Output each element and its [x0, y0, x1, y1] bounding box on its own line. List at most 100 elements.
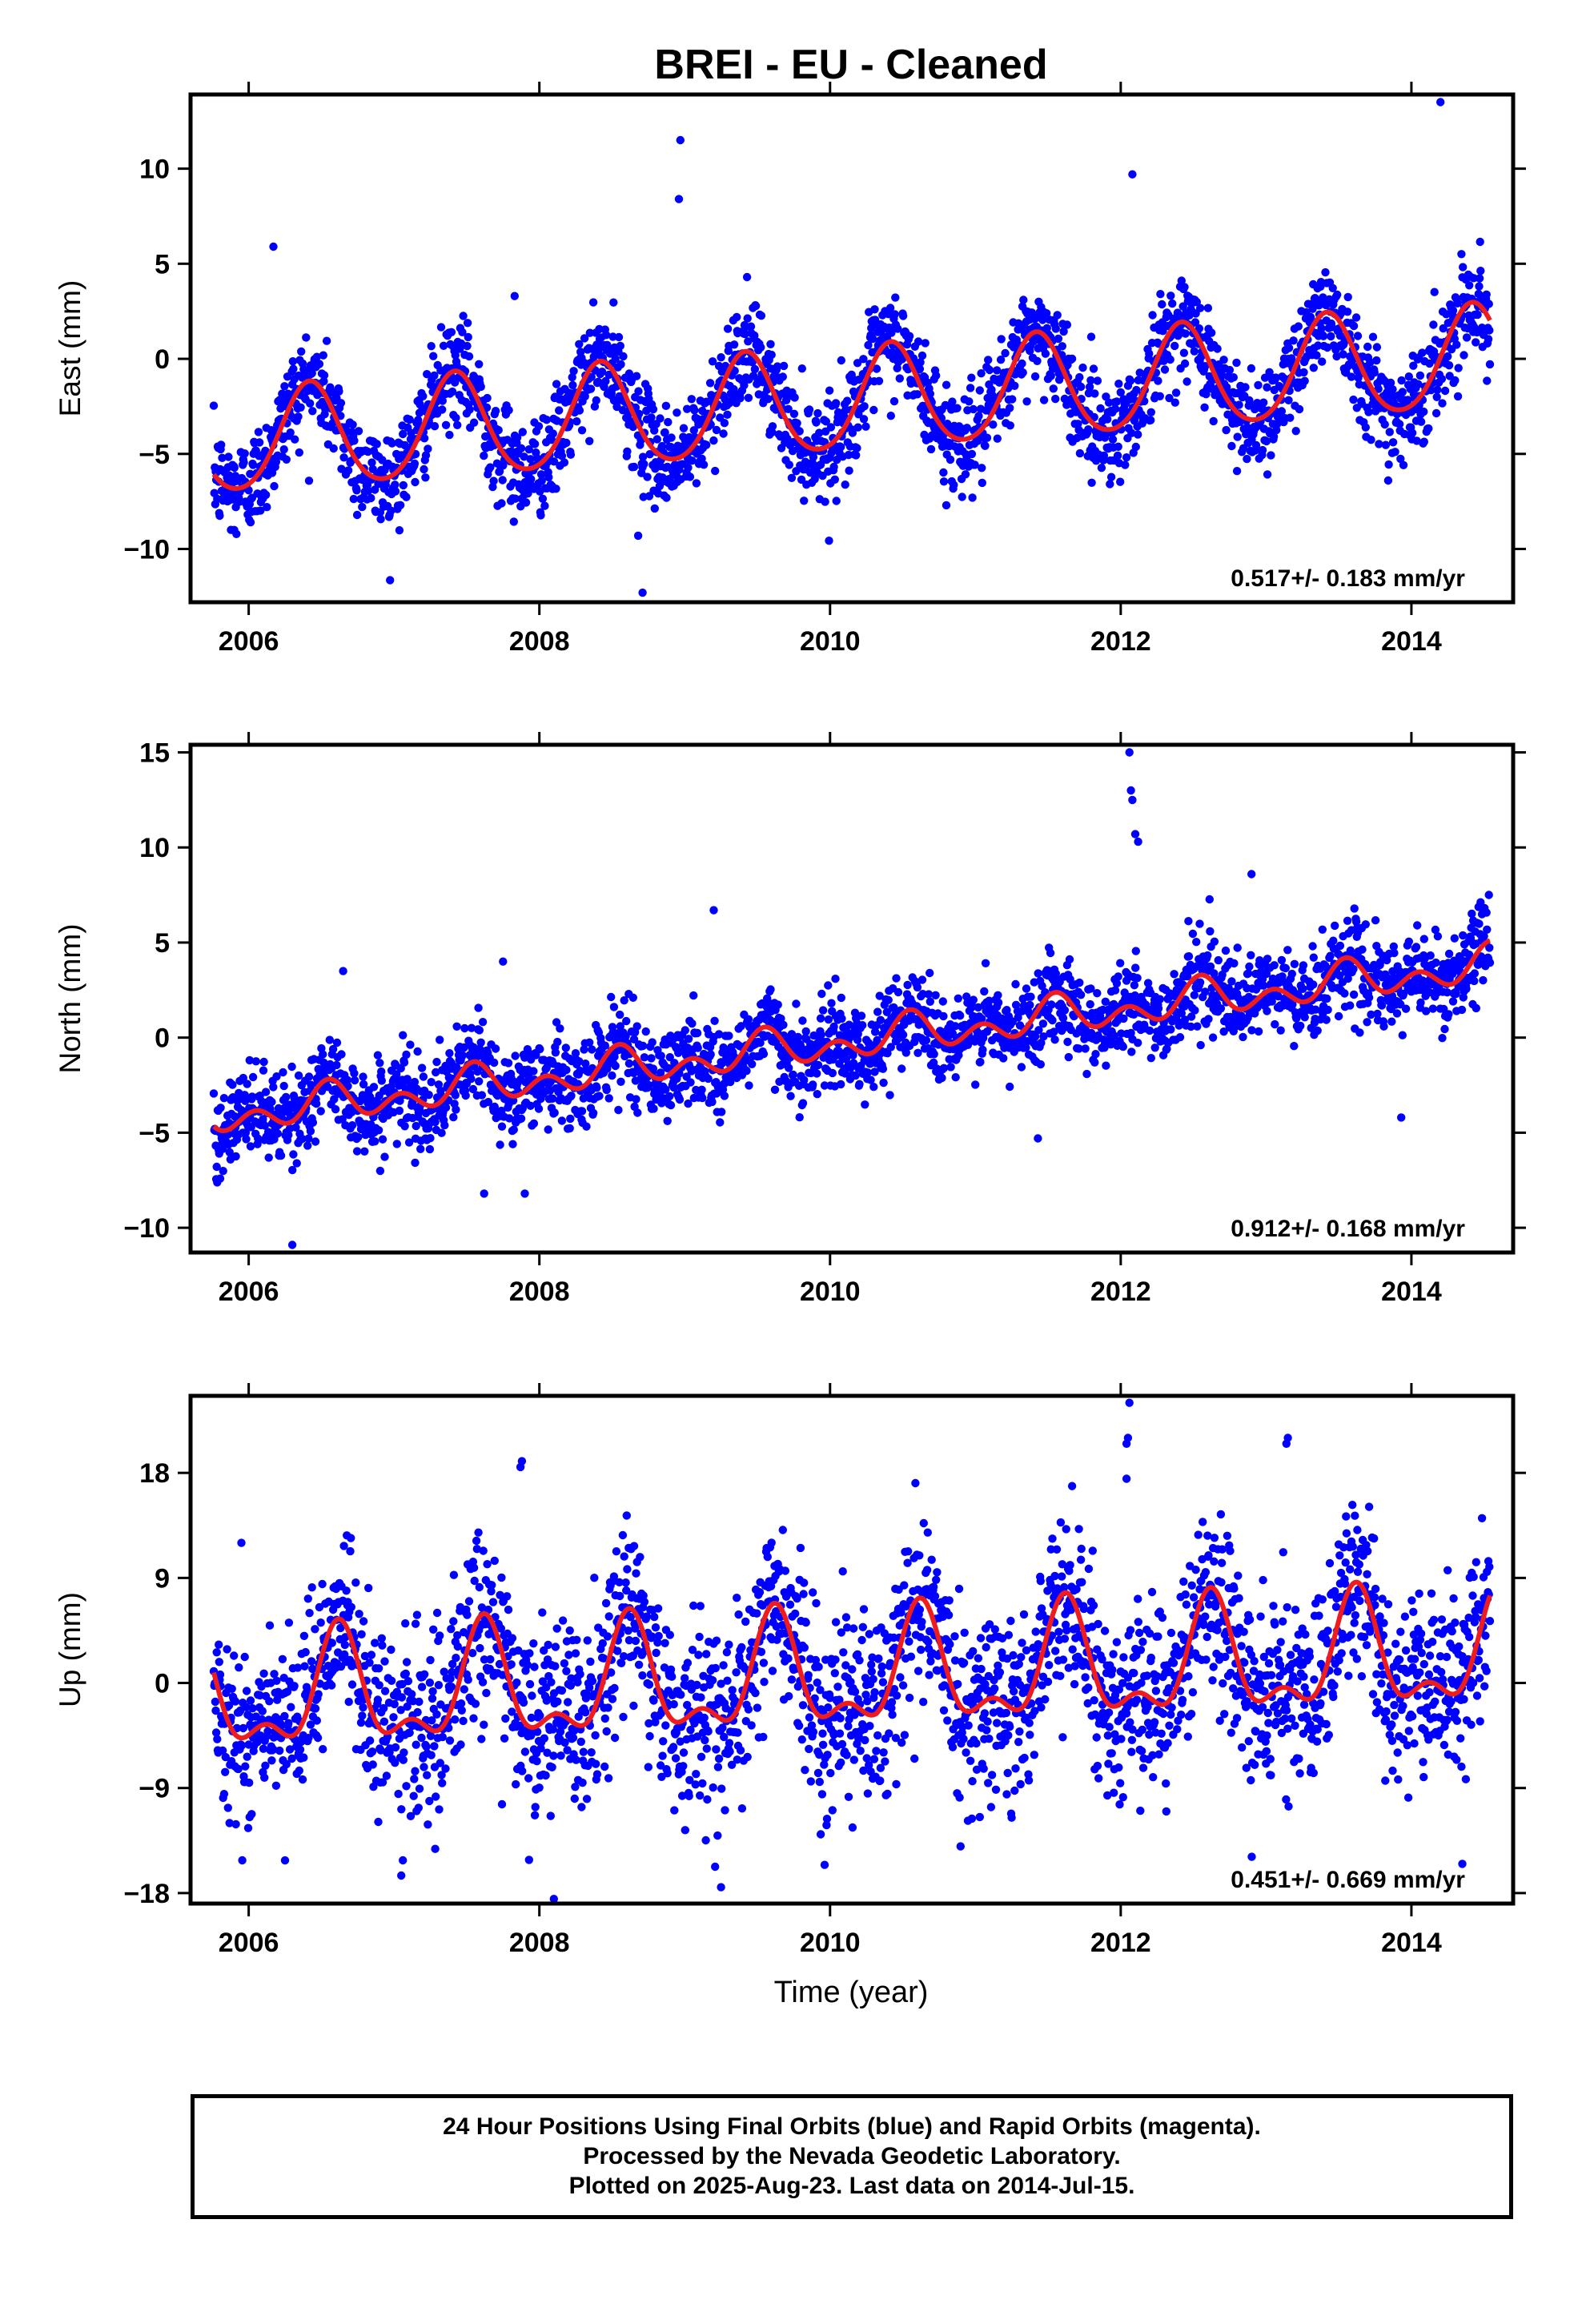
data-point	[650, 426, 659, 435]
data-point	[438, 405, 447, 414]
data-point	[875, 991, 884, 1000]
data-point	[1030, 1032, 1040, 1041]
data-point	[1451, 376, 1460, 385]
data-point	[319, 371, 329, 380]
data-point	[1074, 1044, 1083, 1053]
data-point	[1148, 311, 1157, 320]
data-point	[278, 389, 287, 398]
data-point	[1364, 408, 1373, 416]
data-point	[1484, 335, 1493, 344]
data-point	[245, 1055, 254, 1065]
data-point	[1011, 979, 1020, 989]
data-point	[1207, 328, 1216, 337]
data-point	[665, 1053, 674, 1062]
data-point	[1158, 300, 1166, 309]
data-point	[1038, 1019, 1048, 1028]
data-point	[494, 425, 503, 435]
data-point	[343, 1076, 352, 1084]
data-point	[1375, 440, 1383, 448]
data-point	[1243, 423, 1252, 432]
data-point	[792, 999, 801, 1008]
data-point	[648, 1064, 658, 1073]
data-point	[600, 1041, 609, 1050]
data-point	[483, 393, 492, 403]
data-point	[667, 433, 676, 442]
data-point	[1485, 360, 1495, 369]
data-point	[266, 1104, 275, 1114]
data-point	[1241, 383, 1250, 392]
data-point	[632, 372, 641, 380]
data-point	[328, 1044, 338, 1054]
data-point	[975, 386, 985, 395]
data-point	[1165, 393, 1174, 403]
data-point	[491, 1044, 500, 1053]
data-point	[1014, 1013, 1022, 1022]
data-point	[438, 396, 447, 405]
data-point	[288, 357, 297, 366]
data-point	[468, 1084, 478, 1094]
data-point	[1343, 308, 1352, 316]
data-point	[1407, 428, 1417, 437]
data-point	[312, 352, 321, 361]
x-tick-label: 2014	[1381, 626, 1442, 657]
data-point	[1239, 1032, 1247, 1042]
outlier-point	[1436, 98, 1445, 107]
data-point	[616, 1077, 625, 1087]
data-point	[244, 486, 253, 495]
data-point	[1230, 959, 1239, 968]
data-point	[246, 469, 255, 478]
y-tick-label: 10	[139, 155, 170, 185]
data-point	[555, 406, 564, 415]
figure-title: BREI - EU - Cleaned	[654, 42, 1047, 88]
y-tick-label: −5	[139, 440, 170, 470]
data-point	[1454, 364, 1463, 372]
data-point	[1017, 1063, 1026, 1072]
data-point	[932, 371, 941, 380]
data-point	[1251, 440, 1261, 450]
data-point	[840, 412, 849, 421]
data-point	[1232, 358, 1241, 368]
data-point	[577, 1107, 587, 1116]
data-point	[971, 1080, 980, 1089]
data-point	[860, 402, 869, 411]
data-point	[750, 331, 759, 340]
data-point	[648, 404, 658, 414]
data-point	[1306, 312, 1315, 322]
data-point	[1247, 1026, 1256, 1035]
data-point	[395, 526, 404, 535]
data-point	[800, 497, 809, 505]
data-point	[905, 332, 914, 340]
data-point	[873, 1035, 881, 1045]
data-point	[430, 371, 439, 380]
data-point	[978, 478, 987, 488]
data-point	[261, 1088, 271, 1096]
data-point	[1227, 441, 1236, 451]
data-point	[1060, 1006, 1070, 1015]
data-point	[1227, 977, 1236, 986]
data-point	[1155, 392, 1165, 400]
data-point	[797, 364, 806, 373]
data-point	[893, 324, 902, 333]
data-point	[1437, 375, 1447, 384]
data-point	[371, 1137, 379, 1146]
data-point	[421, 451, 431, 460]
data-point	[939, 477, 949, 486]
data-point	[938, 997, 948, 1006]
data-point	[1444, 361, 1454, 370]
plot-frame	[188, 92, 1516, 605]
data-point	[588, 1108, 598, 1118]
data-point	[460, 1023, 469, 1033]
data-point	[953, 404, 962, 412]
data-point	[1214, 955, 1223, 965]
data-point	[897, 1064, 906, 1073]
data-point	[520, 452, 528, 461]
outlier-point	[1128, 170, 1137, 179]
data-point	[1195, 304, 1205, 312]
data-point	[1349, 395, 1358, 404]
data-point	[1380, 420, 1389, 429]
data-point	[818, 1006, 828, 1015]
data-point	[634, 387, 643, 396]
data-point	[1355, 1028, 1364, 1037]
data-point	[263, 503, 271, 512]
data-point	[648, 1038, 656, 1047]
